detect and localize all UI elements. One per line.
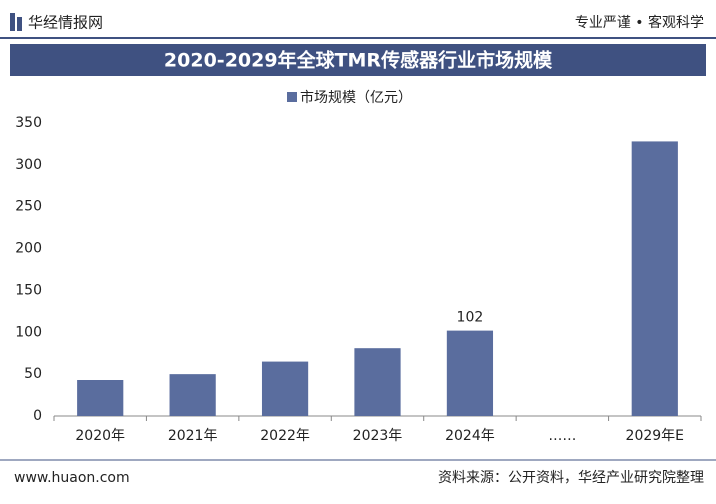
data-label: 102 (457, 310, 484, 326)
source: 资料来源：公开资料，华经产业研究院整理 (438, 470, 704, 486)
x-tick-label: 2029年E (626, 428, 684, 444)
bar (169, 374, 216, 416)
x-tick-label: 2023年 (353, 428, 403, 444)
chart-title: 2020-2029年全球TMR传感器行业市场规模 (164, 49, 553, 72)
logo-icon (17, 17, 22, 31)
x-tick-label: 2024年 (445, 428, 495, 444)
y-tick-label: 350 (15, 115, 42, 131)
x-tick-label: …… (548, 428, 576, 444)
bar (77, 380, 124, 416)
title-bar (10, 44, 706, 76)
y-tick-label: 100 (15, 324, 42, 340)
logo-text: 华经情报网 (28, 14, 103, 32)
x-tick-label: 2021年 (168, 428, 218, 444)
x-tick-label: 2020年 (75, 428, 125, 444)
legend-swatch (287, 92, 297, 102)
legend-label: 市场规模（亿元） (300, 89, 412, 106)
y-tick-label: 300 (15, 157, 42, 173)
logo-icon (10, 13, 15, 31)
x-tick-label: 2022年 (260, 428, 310, 444)
y-tick-label: 0 (33, 408, 42, 424)
bar (354, 348, 401, 416)
bar (261, 361, 309, 416)
y-tick-label: 200 (15, 241, 42, 257)
y-tick-label: 150 (15, 282, 42, 298)
y-tick-label: 250 (15, 199, 42, 215)
slogan: 专业严谨 • 客观科学 (575, 14, 704, 31)
website: www.huaon.com (14, 470, 130, 486)
y-tick-label: 50 (24, 366, 42, 382)
bar (446, 330, 494, 416)
bar (631, 141, 678, 416)
